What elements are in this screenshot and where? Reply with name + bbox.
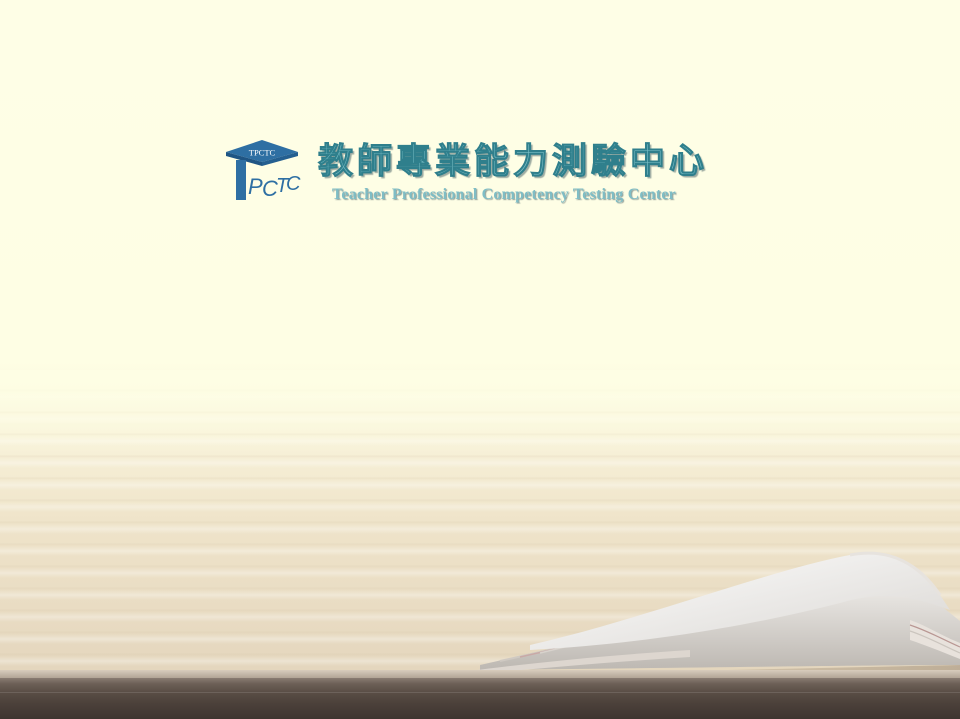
shelf: [0, 678, 960, 719]
logo-letter-c2: C: [286, 173, 301, 195]
title-chinese: 教師專業能力測驗中心: [317, 142, 709, 183]
logo-letter-t: T: [276, 175, 290, 197]
logo-roof-shape: [226, 140, 298, 162]
wood-fade: [0, 370, 960, 460]
logo-letter-c: C: [262, 176, 278, 201]
shelf-line: [0, 692, 960, 693]
open-book-image: [470, 551, 960, 677]
shelf-highlight: [0, 670, 960, 678]
logo-letter-p: P: [248, 174, 263, 199]
logo-top-text: TPCTC: [249, 148, 276, 158]
tpctc-logo: TPCTC P C T C: [226, 140, 301, 201]
title-english: Teacher Professional Competency Testing …: [332, 186, 676, 203]
